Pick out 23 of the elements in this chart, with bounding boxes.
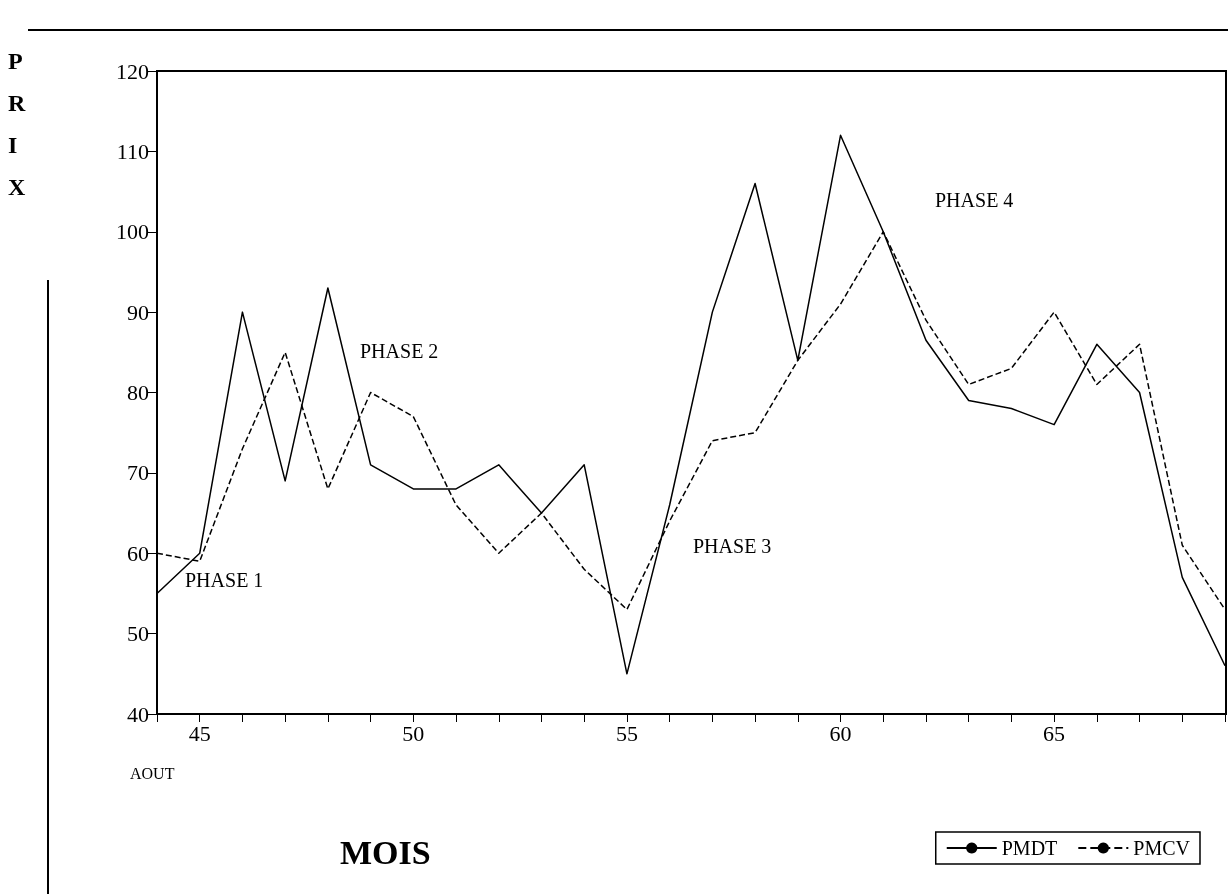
y-tick-label: 50 bbox=[127, 621, 149, 647]
x-tick-label: 50 bbox=[402, 720, 425, 746]
y-tick-label: 100 bbox=[116, 219, 149, 245]
legend-label: PMDT bbox=[1001, 837, 1058, 859]
y-axis-title: PRIX bbox=[8, 48, 26, 200]
y-tick-label: 120 bbox=[116, 58, 149, 84]
y-tick-label: 70 bbox=[127, 460, 149, 486]
text: AOUT bbox=[130, 764, 175, 782]
x-tick-label: 45 bbox=[188, 720, 211, 746]
x-tick-label: 65 bbox=[1043, 720, 1066, 746]
annotation: PHASE 2 bbox=[360, 340, 439, 362]
x-tick-label: 55 bbox=[615, 720, 638, 746]
x-tick-label: 60 bbox=[829, 720, 852, 746]
x-axis-title: MOIS bbox=[340, 833, 431, 871]
y-tick-label: 80 bbox=[127, 380, 149, 405]
annotation: PHASE 3 bbox=[693, 535, 772, 557]
y-tick-label: 40 bbox=[127, 701, 149, 727]
annotation: PHASE 1 bbox=[185, 569, 264, 591]
annotation: PHASE 4 bbox=[935, 189, 1014, 211]
legend-label: PMCV bbox=[1133, 837, 1191, 859]
y-tick-label: 110 bbox=[116, 138, 149, 164]
y-tick-label: 60 bbox=[127, 540, 149, 566]
y-tick-label: 90 bbox=[127, 299, 149, 325]
